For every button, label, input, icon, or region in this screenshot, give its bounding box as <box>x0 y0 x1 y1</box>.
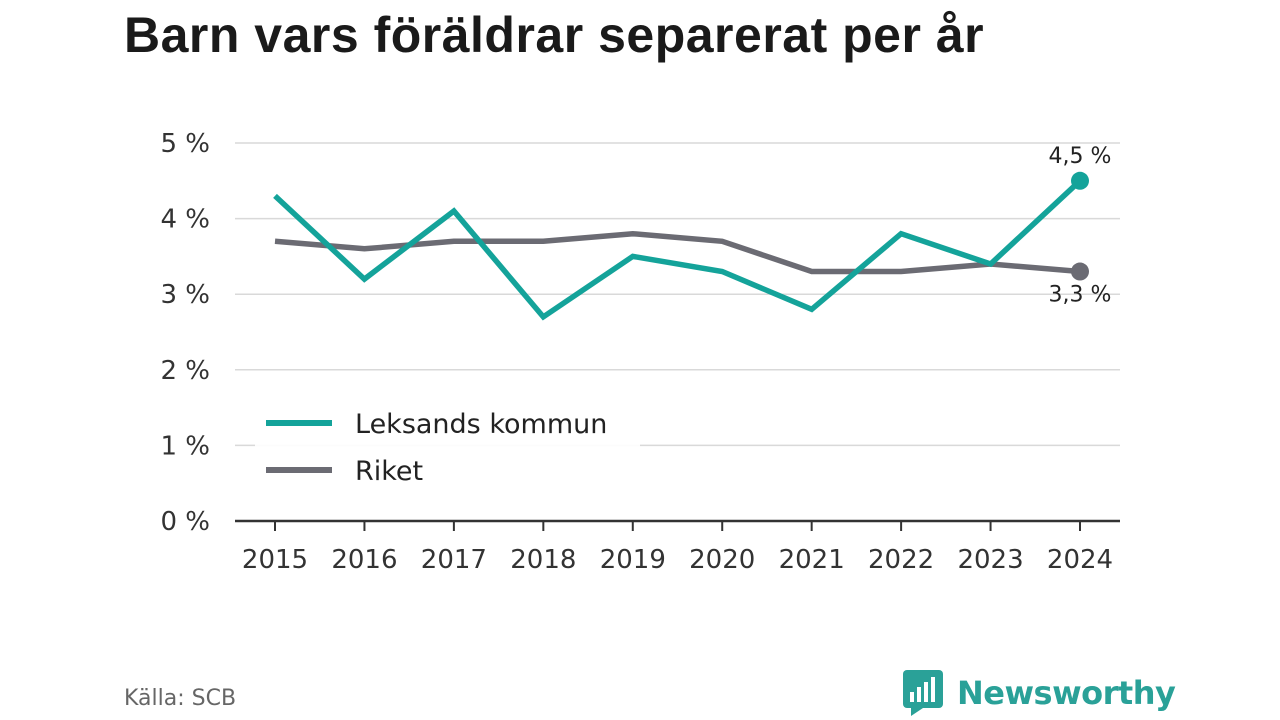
legend-label: Riket <box>355 456 423 487</box>
legend: Leksands kommun Riket <box>255 398 640 488</box>
end-value-label: 4,5 % <box>1049 144 1112 169</box>
y-tick-label: 0 % <box>160 507 210 537</box>
x-tick-label: 2016 <box>331 545 397 575</box>
x-tick-label: 2018 <box>510 545 576 575</box>
legend-label: Leksands kommun <box>355 409 607 440</box>
y-tick-label: 1 % <box>160 431 210 461</box>
y-tick-label: 2 % <box>160 356 210 386</box>
chart-title: Barn vars föräldrar separerat per år <box>124 7 985 63</box>
x-tick-label: 2017 <box>421 545 487 575</box>
series-end-point-riket <box>1071 262 1089 281</box>
x-tick-label: 2024 <box>1047 545 1113 575</box>
newsworthy-logo[interactable]: Newsworthy <box>903 670 1176 716</box>
brand-name: Newsworthy <box>957 674 1176 712</box>
y-tick-label: 5 % <box>160 129 210 159</box>
series-end-point-leksands-kommun <box>1071 171 1089 190</box>
series: 4,5 % 3,3 % <box>273 144 1112 321</box>
x-tick-label: 2022 <box>868 545 934 575</box>
x-tick-label: 2019 <box>600 545 666 575</box>
x-tick-label: 2020 <box>689 545 755 575</box>
x-tick-label: 2021 <box>779 545 845 575</box>
y-tick-label: 3 % <box>160 280 210 310</box>
y-tick-label: 4 % <box>160 205 210 235</box>
x-tick-label: 2015 <box>242 545 308 575</box>
bar-chart-speech-bubble-icon <box>903 670 943 716</box>
source-note: Källa: SCB <box>124 686 237 711</box>
y-axis-ticks: 0 % 1 % 2 % 3 % 4 % 5 % <box>160 129 210 537</box>
x-axis-ticks: 2015 2016 2017 2018 2019 2020 2021 2022 2023 2024 <box>242 521 1113 575</box>
x-tick-label: 2023 <box>957 545 1023 575</box>
series-line-leksands-kommun <box>273 178 1082 321</box>
end-value-label: 3,3 % <box>1049 283 1112 308</box>
